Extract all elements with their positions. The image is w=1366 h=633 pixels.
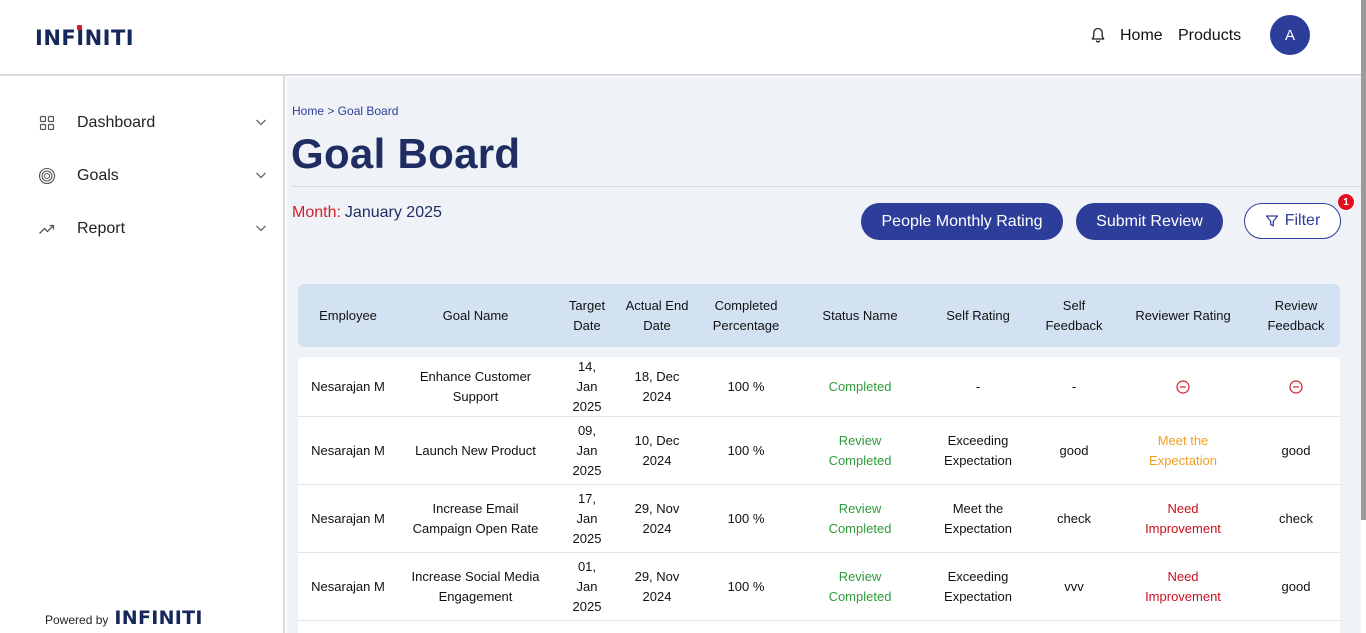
sidebar-item-goals[interactable]: Goals <box>38 164 268 188</box>
target-icon <box>38 167 56 185</box>
cell-actual-end-date: 29, Nov 2024 <box>634 568 680 604</box>
column-header: Status Name <box>822 307 898 323</box>
chevron-down-icon <box>256 225 266 232</box>
filter-count-badge: 1 <box>1337 193 1355 211</box>
cell-employee: Nesarajan M <box>311 378 385 394</box>
cell-status: Review Completed <box>828 432 892 468</box>
sidebar-item-report[interactable]: Report <box>38 217 268 241</box>
powered-by: Powered by INFINITI <box>45 607 203 629</box>
column-header: Self Feedback <box>1045 297 1103 333</box>
filter-button[interactable]: Filter <box>1244 203 1341 239</box>
filter-label: Filter <box>1284 212 1321 229</box>
month-display: Month: January 2025 <box>292 204 442 222</box>
cell-goal-name: Launch New Product <box>415 442 536 458</box>
cell-goal-name: Enhance Customer Support <box>419 368 532 404</box>
divider <box>292 186 1361 187</box>
chevron-down-icon <box>256 172 266 179</box>
cell-target-date: 01, Jan 2025 <box>572 558 602 614</box>
cell-self-rating: Meet the Expectation <box>944 500 1012 536</box>
month-value: January 2025 <box>344 204 442 221</box>
cell-employee: Nesarajan M <box>311 510 385 526</box>
cell-status: Completed <box>828 378 892 394</box>
sidebar-item-label: Goals <box>77 167 119 184</box>
cell-target-date: 17, Jan 2025 <box>572 490 602 546</box>
column-header: Self Rating <box>946 307 1010 323</box>
cell-self-rating: Exceeding Expectation <box>944 432 1012 468</box>
trend-up-icon <box>38 220 56 238</box>
sidebar-item-label: Dashboard <box>77 114 156 131</box>
table-row[interactable]: Nesarajan M Launch New Product 09, Jan 2… <box>298 417 1340 485</box>
cell-completed-percentage: 100 % <box>727 510 765 526</box>
avatar[interactable]: A <box>1270 15 1310 55</box>
cell-target-date: 14, Jan 2025 <box>572 358 602 414</box>
cell-status: Review Completed <box>828 500 892 536</box>
column-header: Goal Name <box>442 307 509 323</box>
people-monthly-rating-button[interactable]: People Monthly Rating <box>861 203 1063 240</box>
month-label: Month: <box>292 204 341 221</box>
cell-review-feedback: good <box>1281 578 1311 594</box>
cell-completed-percentage: 100 % <box>727 442 765 458</box>
table-row[interactable]: Nesarajan M Increase Social Media Engage… <box>298 553 1340 621</box>
column-header: Actual End Date <box>625 297 689 333</box>
cell-self-rating: - <box>975 378 981 394</box>
cell-review-feedback: good <box>1281 442 1311 458</box>
cell-completed-percentage: 100 % <box>727 378 765 394</box>
cell-review-feedback <box>1252 357 1340 416</box>
column-header: Review Feedback <box>1267 297 1325 333</box>
cell-self-rating: Exceeding Expectation <box>944 568 1012 604</box>
main-content: Home > Goal Board Goal Board Month: Janua… <box>287 77 1361 633</box>
footer-logo: INFINITI <box>114 607 203 629</box>
chevron-down-icon <box>256 119 266 126</box>
brand-logo[interactable]: INFINITI <box>35 26 135 50</box>
table-row[interactable]: Nesarajan M Increase Email Campaign Open… <box>298 485 1340 553</box>
bell-icon[interactable] <box>1090 27 1106 44</box>
page-title: Goal Board <box>291 130 521 177</box>
cell-target-date: 09, Jan 2025 <box>572 422 602 478</box>
cell-employee: Nesarajan M <box>311 442 385 458</box>
cell-self-feedback: good <box>1059 442 1089 458</box>
powered-by-text: Powered by <box>45 613 109 627</box>
grid-icon <box>38 114 56 132</box>
cell-reviewer-rating <box>1114 357 1252 416</box>
cell-self-feedback: - <box>1071 378 1077 394</box>
scrollbar[interactable] <box>1361 0 1366 520</box>
minus-circle-icon <box>1289 379 1303 394</box>
cell-goal-name: Increase Email Campaign Open Rate <box>412 500 539 536</box>
table-row[interactable]: Nesarajan M Enhance Customer Support 14,… <box>298 357 1340 417</box>
cell-actual-end-date: 18, Dec 2024 <box>634 368 680 404</box>
cell-reviewer-rating: Need Improvement <box>1145 568 1221 604</box>
filter-icon <box>1265 215 1278 227</box>
column-header: Employee <box>319 307 377 323</box>
cell-reviewer-rating: Need Improvement <box>1145 500 1221 536</box>
column-header: Reviewer Rating <box>1135 307 1231 323</box>
cell-actual-end-date: 10, Dec 2024 <box>634 432 680 468</box>
nav-products-link[interactable]: Products <box>1178 27 1242 44</box>
column-header: Target Date <box>568 297 606 333</box>
sidebar: Dashboard Goals Report Powered by INFINI… <box>0 76 285 633</box>
table-body: Nesarajan M Enhance Customer Support 14,… <box>298 357 1340 633</box>
cell-self-feedback: check <box>1057 510 1091 526</box>
nav-home-link[interactable]: Home <box>1120 27 1163 44</box>
column-header: Completed Percentage <box>712 297 780 333</box>
cell-actual-end-date: 29, Nov 2024 <box>634 500 680 536</box>
cell-review-feedback: check <box>1279 510 1313 526</box>
sidebar-item-label: Report <box>77 220 126 237</box>
top-bar: INFINITI Home Products A <box>0 0 1366 76</box>
cell-reviewer-rating: Meet the Expectation <box>1149 432 1217 468</box>
table-header: Employee Goal Name Target Date Actual En… <box>298 284 1340 347</box>
cell-status: Review Completed <box>828 568 892 604</box>
breadcrumb[interactable]: Home > Goal Board <box>292 104 399 118</box>
cell-completed-percentage: 100 % <box>727 578 765 594</box>
cell-goal-name: Increase Social Media Engagement <box>411 568 540 604</box>
cell-employee: Nesarajan M <box>311 578 385 594</box>
sidebar-item-dashboard[interactable]: Dashboard <box>38 111 268 135</box>
minus-circle-icon <box>1176 379 1190 394</box>
cell-self-feedback: vvv <box>1064 578 1084 594</box>
submit-review-button[interactable]: Submit Review <box>1076 203 1223 240</box>
